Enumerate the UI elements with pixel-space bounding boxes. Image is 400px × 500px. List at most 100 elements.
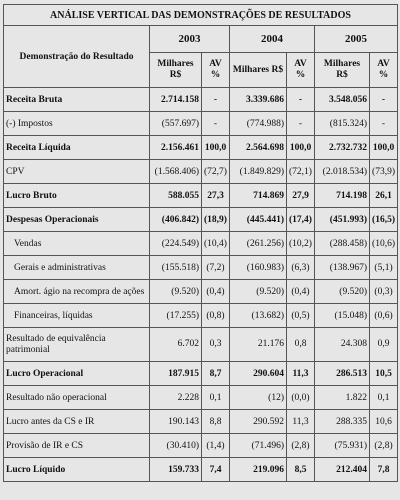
table-row: Receita Bruta 2.714.158-3.339.686-3.548.0… xyxy=(3,87,399,112)
av-cell: - xyxy=(368,111,399,136)
value-cell: (9.520) xyxy=(229,279,287,304)
value-cell: (1.849.829) xyxy=(229,159,287,184)
av-cell: (6,3) xyxy=(286,255,315,280)
table-row: Lucro Bruto 588.055 27,3 714.869 27,9 714.198… xyxy=(3,183,399,208)
av-cell: 100,0 xyxy=(286,135,315,160)
row-label: Resultado de equivalência patrimonial xyxy=(3,327,150,362)
av-cell: (73,9) xyxy=(368,159,399,184)
value-cell: (1.568.406) xyxy=(149,159,202,184)
value-cell: 290.604 xyxy=(229,361,287,386)
value-cell: 21.176 xyxy=(229,327,287,362)
row-label: (-) Impostos xyxy=(3,111,150,136)
table-row: (-) Impostos (557.697) - (774.988) - (815.324… xyxy=(3,111,399,136)
value-cell: (445.441) xyxy=(229,207,287,232)
value-cell: 2.228 xyxy=(149,385,202,410)
av-cell: (10,2) xyxy=(286,231,315,256)
value-cell: (155.518) xyxy=(149,255,202,280)
row-label: CPV xyxy=(3,159,150,184)
value-cell: (451.993) xyxy=(314,207,370,232)
av-cell: 27,3 xyxy=(201,183,230,208)
table-row: Lucro antes da CS e IR 190.143 8,8 290.592 1… xyxy=(3,409,399,434)
value-cell: (138.967) xyxy=(314,255,370,280)
row-label: Receita Bruta xyxy=(3,87,150,112)
value-cell: (557.697) xyxy=(149,111,202,136)
table-row: Provisão de IR e CS (30.410) (1,4) (71.496)… xyxy=(3,433,399,458)
year-header: 2004 xyxy=(229,25,315,53)
av-cell: 0,8 xyxy=(286,327,315,362)
year-header: 2003 xyxy=(149,25,230,53)
value-cell: (12) xyxy=(229,385,287,410)
av-cell: - xyxy=(201,111,230,136)
sub-header: Milhares R$ xyxy=(229,52,287,88)
av-cell: (2,8) xyxy=(286,433,315,458)
value-cell: 3.548.056 xyxy=(314,87,370,112)
value-cell: 714.198 xyxy=(314,183,370,208)
value-cell: (9.520) xyxy=(149,279,202,304)
value-cell: 212.404 xyxy=(314,457,370,482)
label-header: Demonstração do Resultado xyxy=(3,25,150,88)
sub-header: Milhares R$ xyxy=(314,52,370,88)
av-cell: - xyxy=(286,111,315,136)
av-cell: (7,2) xyxy=(201,255,230,280)
av-cell: (0,4) xyxy=(201,279,230,304)
value-cell: 24.308 xyxy=(314,327,370,362)
value-cell: (261.256) xyxy=(229,231,287,256)
value-cell: (774.988) xyxy=(229,111,287,136)
av-cell: 100,0 xyxy=(368,135,399,160)
av-cell: 8,5 xyxy=(286,457,315,482)
av-cell: 8,7 xyxy=(201,361,230,386)
row-label: Lucro Operacional xyxy=(3,361,150,386)
value-cell: 2.156.461 xyxy=(149,135,202,160)
av-cell: 10,6 xyxy=(368,409,399,434)
av-cell: 10,5 xyxy=(368,361,399,386)
table-row: CPV (1.568.406) (72,7) (1.849.829) (72,1) (2.… xyxy=(3,159,399,184)
value-cell: (815.324) xyxy=(314,111,370,136)
av-cell: 26,1 xyxy=(368,183,399,208)
table-row: Amort. ágio na recompra de ações (9.520)(… xyxy=(3,279,399,304)
value-cell: (406.842) xyxy=(149,207,202,232)
av-cell: (10,4) xyxy=(201,231,230,256)
value-cell: 588.055 xyxy=(149,183,202,208)
table-row: Resultado não operacional 2.228 0,1 (12) (0,… xyxy=(3,385,399,410)
row-label: Resultado não operacional xyxy=(3,385,150,410)
av-cell: (0,0) xyxy=(286,385,315,410)
row-label: Financeiras, líquidas xyxy=(3,303,150,328)
value-cell: 288.335 xyxy=(314,409,370,434)
value-cell: 1.822 xyxy=(314,385,370,410)
av-cell: (17,4) xyxy=(286,207,315,232)
value-cell: (30.410) xyxy=(149,433,202,458)
av-cell: (0,3) xyxy=(368,279,399,304)
av-cell: 0,3 xyxy=(201,327,230,362)
table-wrap: ANÁLISE VERTICAL DAS DEMONSTRAÇÕES DE RE… xyxy=(2,4,399,482)
av-cell: (72,7) xyxy=(201,159,230,184)
value-cell: 2.564.698 xyxy=(229,135,287,160)
value-cell: 159.733 xyxy=(149,457,202,482)
sub-header: Milhares R$ xyxy=(149,52,202,88)
av-cell: 7,8 xyxy=(368,457,399,482)
value-cell: 714.869 xyxy=(229,183,287,208)
value-cell: 190.143 xyxy=(149,409,202,434)
av-cell: 7,4 xyxy=(201,457,230,482)
value-cell: 219.096 xyxy=(229,457,287,482)
av-cell: (72,1) xyxy=(286,159,315,184)
table-row: Despesas Operacionais (406.842) (18,9) (445… xyxy=(3,207,399,232)
av-cell: (0,8) xyxy=(201,303,230,328)
av-cell: (16,5) xyxy=(368,207,399,232)
sub-header: AV % xyxy=(201,52,230,88)
av-cell: 100,0 xyxy=(201,135,230,160)
row-label: Receita Líquida xyxy=(3,135,150,160)
value-cell: (13.682) xyxy=(229,303,287,328)
value-cell: (75.931) xyxy=(314,433,370,458)
value-cell: 290.592 xyxy=(229,409,287,434)
row-label: Gerais e administrativas xyxy=(3,255,150,280)
value-cell: (71.496) xyxy=(229,433,287,458)
table-row: Lucro Líquido 159.733 7,4 219.096 8,5 212.404… xyxy=(3,457,399,482)
row-label: Lucro Bruto xyxy=(3,183,150,208)
av-cell: 27,9 xyxy=(286,183,315,208)
value-cell: 2.714.158 xyxy=(149,87,202,112)
value-cell: (15.048) xyxy=(314,303,370,328)
av-cell: (0,5) xyxy=(286,303,315,328)
table-row: Gerais e administrativas (155.518) (7,2) (1… xyxy=(3,255,399,280)
av-cell: - xyxy=(368,87,399,112)
